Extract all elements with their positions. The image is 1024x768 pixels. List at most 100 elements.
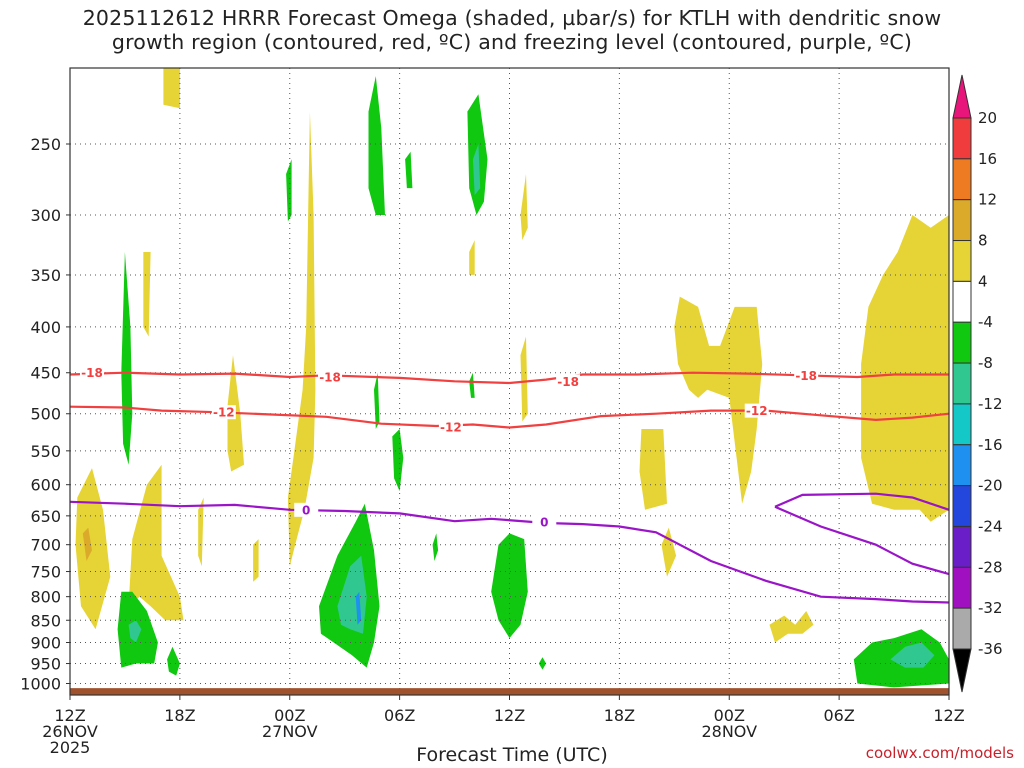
y-tick-label-2: 350 bbox=[30, 266, 61, 285]
shade-yellow-b bbox=[75, 468, 111, 630]
contour-label-0-0: -18 bbox=[81, 366, 103, 380]
y-tick-label-11: 800 bbox=[30, 588, 61, 607]
shade-yellow-l bbox=[639, 429, 667, 510]
shade-green-h bbox=[374, 372, 380, 429]
credit-text: coolwx.com/models bbox=[865, 744, 1014, 762]
contour-lines: -18 -18 -18 -18 -12 -12 -12 0 0 bbox=[69, 365, 950, 604]
shade-green-f bbox=[405, 151, 413, 189]
shade-teal-o bbox=[890, 642, 935, 668]
contour-label-bg-2-1 bbox=[532, 514, 557, 529]
colorbar-box-5 bbox=[952, 321, 972, 364]
y-tick-label-8: 650 bbox=[30, 507, 61, 526]
y-tick-label-15: 1000 bbox=[20, 674, 61, 693]
y-tick-label-7: 600 bbox=[30, 476, 61, 495]
shade-teal-b bbox=[128, 620, 142, 643]
y-tick-label-0: 250 bbox=[30, 135, 61, 154]
contour-label-2-1: 0 bbox=[540, 515, 548, 529]
shade-green-e bbox=[368, 76, 385, 215]
colorbar-box-7 bbox=[952, 403, 972, 446]
ground-band bbox=[70, 688, 949, 695]
shade-green-j bbox=[392, 429, 404, 492]
colorbar-label-3: 8 bbox=[978, 232, 988, 250]
colorbar-box-11 bbox=[952, 566, 972, 609]
shade-green-m bbox=[491, 533, 528, 639]
shade-yellow-j bbox=[469, 240, 475, 275]
contour-line-3 bbox=[774, 492, 950, 511]
shade-yellow-h bbox=[198, 497, 204, 567]
x-tick-date-2: 27NOV bbox=[262, 722, 318, 741]
shade-yellow-k bbox=[520, 336, 528, 422]
y-axis: 250 300 350 400 450 500 550 600 650 700 750 800 850 9… bbox=[20, 135, 70, 693]
colorbar-label-0: 20 bbox=[978, 109, 997, 127]
contour-label-0-3: -18 bbox=[795, 369, 817, 383]
colorbar-label-5: -4 bbox=[978, 313, 993, 331]
colorbar-box-6 bbox=[952, 362, 972, 405]
shade-yellow-d bbox=[143, 252, 151, 337]
contour-label-2-0: 0 bbox=[302, 503, 310, 517]
shade-yellow-p bbox=[769, 611, 814, 643]
colorbar-label-13: -36 bbox=[978, 640, 1003, 658]
contour-line-1 bbox=[69, 405, 950, 429]
chart-title: 2025112612 HRRR Forecast Omega (shaded, … bbox=[0, 6, 1024, 54]
ground-band-rect bbox=[70, 688, 949, 695]
colorbar-box-10 bbox=[952, 525, 972, 568]
contour-label-bg-0-1 bbox=[318, 370, 343, 385]
colorbar: 20 16 12 8 4 -4 -8 -12 -16 -20 -24 -28 -32 -36 bbox=[952, 74, 1003, 693]
shade-blue-l bbox=[355, 591, 362, 625]
colorbar-label-2: 12 bbox=[978, 191, 997, 209]
x-tick-label-2: 00Z bbox=[274, 706, 305, 725]
y-tick-label-1: 300 bbox=[30, 206, 61, 225]
x-tick-year-0: 2025 bbox=[50, 738, 91, 757]
chart-title-line-2: growth region (contoured, red, ºC) and f… bbox=[111, 30, 913, 54]
y-tick-label-13: 900 bbox=[30, 633, 61, 652]
contour-label-bg-0-3 bbox=[794, 368, 819, 383]
y-tick-label-4: 450 bbox=[30, 364, 61, 383]
colorbar-box-12 bbox=[952, 607, 972, 650]
y-tick-label-6: 550 bbox=[30, 442, 61, 461]
colorbar-box-1 bbox=[952, 158, 972, 201]
colorbar-label-1: 16 bbox=[978, 150, 997, 168]
shade-orange-a bbox=[82, 527, 92, 561]
colorbar-label-11: -28 bbox=[978, 558, 1003, 576]
shade-green-k bbox=[432, 533, 439, 561]
contour-label-1-1: -12 bbox=[440, 420, 462, 434]
contour-label-1-0: -12 bbox=[213, 406, 235, 420]
colorbar-bottom-triangle bbox=[952, 648, 972, 693]
colorbar-box-8 bbox=[952, 444, 972, 487]
shade-yellow-f bbox=[287, 111, 316, 567]
shade-green-n bbox=[538, 657, 547, 670]
contour-label-bg-0-2 bbox=[556, 374, 581, 389]
shade-green-c bbox=[167, 646, 180, 676]
y-tick-label-10: 750 bbox=[30, 563, 61, 582]
contour-label-0-1: -18 bbox=[319, 371, 341, 385]
contour-label-bg-0-0 bbox=[79, 365, 104, 380]
shade-green-d bbox=[286, 159, 292, 222]
shade-yellow-a bbox=[163, 68, 180, 109]
y-tick-label-9: 700 bbox=[30, 536, 61, 555]
contour-label-bg-1-1 bbox=[438, 419, 463, 434]
chart-title-line-1: 2025112612 HRRR Forecast Omega (shaded, … bbox=[82, 6, 942, 30]
colorbar-label-10: -24 bbox=[978, 517, 1003, 535]
contour-line-4 bbox=[774, 505, 950, 576]
colorbar-label-7: -12 bbox=[978, 395, 1003, 413]
y-tick-label-5: 500 bbox=[30, 405, 61, 424]
x-tick-label-8: 12Z bbox=[933, 706, 964, 725]
shade-yellow-o bbox=[861, 215, 949, 522]
x-tick-label-1: 18Z bbox=[164, 706, 195, 725]
colorbar-label-9: -20 bbox=[978, 477, 1003, 495]
shade-teal-g bbox=[472, 144, 481, 195]
x-tick-date-0: 26NOV bbox=[42, 722, 98, 741]
x-tick-label-5: 18Z bbox=[604, 706, 635, 725]
x-tick-date-6: 28NOV bbox=[701, 722, 757, 741]
contour-label-bg-1-2 bbox=[744, 403, 769, 418]
colorbar-label-6: -8 bbox=[978, 354, 993, 372]
y-tick-label-12: 850 bbox=[30, 611, 61, 630]
x-tick-label-0: 12Z bbox=[54, 706, 85, 725]
colorbar-label-12: -32 bbox=[978, 599, 1003, 617]
x-tick-label-7: 06Z bbox=[823, 706, 854, 725]
colorbar-box-0 bbox=[952, 117, 972, 160]
shade-yellow-n bbox=[674, 296, 763, 504]
contour-label-0-2: -18 bbox=[557, 375, 579, 389]
x-axis-label: Forecast Time (UTC) bbox=[416, 744, 608, 766]
